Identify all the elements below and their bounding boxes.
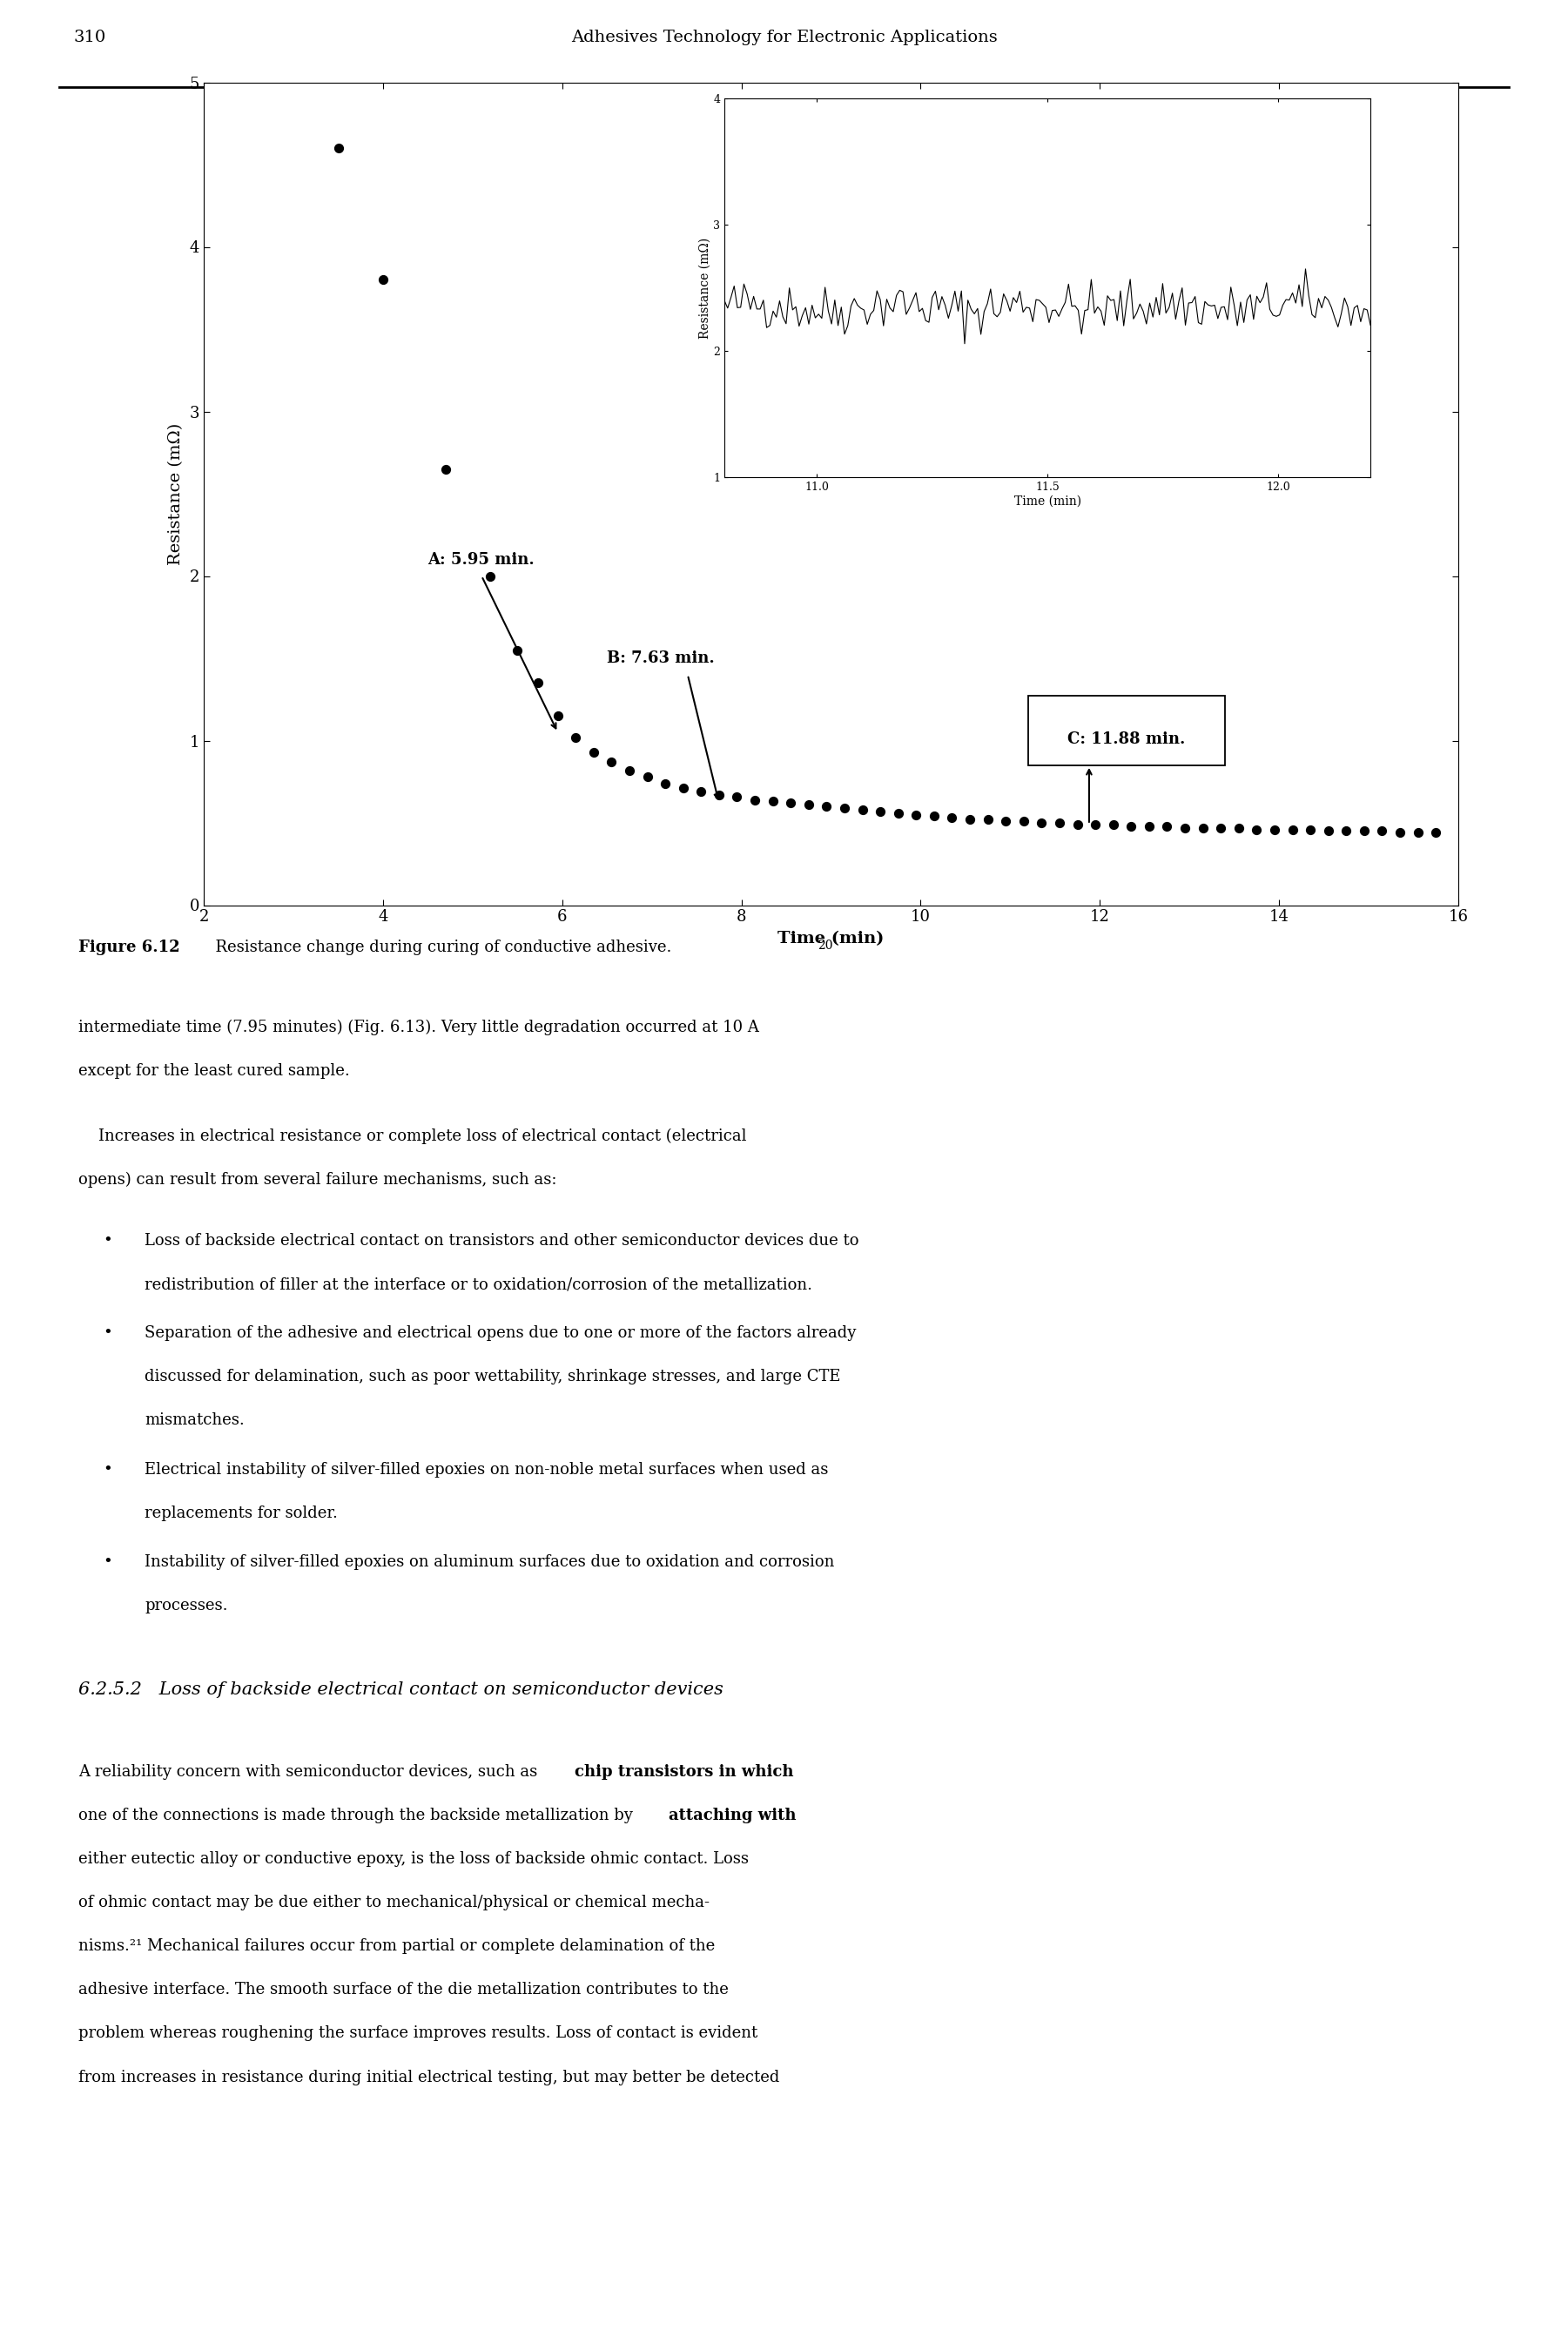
Point (616, 752, 641, 790)
Point (1424, 813, 1449, 851)
Point (1083, 806, 1109, 844)
Point (326, 129, 351, 167)
Point (1137, 806, 1162, 844)
Point (433, 451, 458, 489)
Text: opens) can result from several failure mechanisms, such as:: opens) can result from several failure m… (78, 1173, 557, 1187)
Text: C: 11.88 min.: C: 11.88 min. (1068, 731, 1185, 748)
Point (1118, 806, 1143, 844)
Point (760, 783, 786, 820)
Text: Figure 6.12: Figure 6.12 (78, 940, 180, 955)
X-axis label: Time (min): Time (min) (1014, 496, 1080, 508)
Point (1352, 813, 1377, 851)
Text: Instability of silver-filled epoxies on aluminum surfaces due to oxidation and c: Instability of silver-filled epoxies on … (144, 1554, 834, 1570)
Text: A reliability concern with semiconductor devices, such as: A reliability concern with semiconductor… (78, 1763, 543, 1780)
Point (1029, 804, 1054, 842)
Point (1334, 813, 1359, 851)
Point (850, 790, 875, 828)
Text: 310: 310 (74, 31, 107, 45)
Text: chip transistors in which: chip transistors in which (574, 1763, 793, 1780)
Text: adhesive interface. The smooth surface of the die metallization contributes to t: adhesive interface. The smooth surface o… (78, 1982, 729, 1998)
Text: Electrical instability of silver-filled epoxies on non-noble metal surfaces when: Electrical instability of silver-filled … (144, 1462, 828, 1476)
Point (1369, 813, 1394, 851)
Point (867, 792, 892, 830)
Point (1262, 811, 1287, 849)
Point (1316, 813, 1341, 851)
Y-axis label: Resistance (mΩ): Resistance (mΩ) (699, 237, 710, 339)
Text: processes.: processes. (144, 1599, 227, 1613)
Point (635, 757, 660, 795)
Point (975, 802, 1000, 839)
Point (833, 790, 858, 828)
Text: redistribution of filler at the interface or to oxidation/corrosion of the metal: redistribution of filler at the interfac… (144, 1277, 812, 1293)
Point (1388, 813, 1413, 851)
Point (707, 776, 732, 813)
Y-axis label: Resistance (mΩ): Resistance (mΩ) (168, 423, 183, 564)
Point (993, 802, 1018, 839)
Text: Increases in electrical resistance or complete loss of electrical contact (elect: Increases in electrical resistance or co… (78, 1128, 746, 1145)
Text: Loss of backside electrical contact on transistors and other semiconductor devic: Loss of backside electrical contact on t… (144, 1232, 859, 1248)
Text: nisms.²¹ Mechanical failures occur from partial or complete delamination of the: nisms.²¹ Mechanical failures occur from … (78, 1940, 715, 1954)
Point (742, 781, 767, 818)
Text: replacements for solder.: replacements for solder. (144, 1505, 337, 1521)
Point (1209, 809, 1234, 846)
Point (724, 778, 750, 816)
Point (582, 734, 607, 771)
Text: either eutectic alloy or conductive epoxy, is the loss of backside ohmic contact: either eutectic alloy or conductive epox… (78, 1850, 750, 1867)
Point (939, 799, 964, 837)
Point (1101, 806, 1126, 844)
Text: 20: 20 (818, 940, 833, 952)
Point (1065, 806, 1090, 844)
Text: Adhesives Technology for Electronic Applications: Adhesives Technology for Electronic Appl… (571, 31, 997, 45)
Text: •: • (103, 1462, 113, 1476)
Text: B: 7.63 min.: B: 7.63 min. (607, 651, 715, 668)
Point (370, 261, 395, 299)
Point (778, 785, 803, 823)
Point (1173, 809, 1198, 846)
Point (886, 795, 911, 832)
Point (1243, 811, 1269, 849)
Text: •: • (103, 1326, 113, 1340)
Text: problem whereas roughening the surface improves results. Loss of contact is evid: problem whereas roughening the surface i… (78, 2027, 757, 2041)
Point (671, 769, 696, 806)
Point (1298, 811, 1323, 849)
Point (1047, 804, 1073, 842)
Point (505, 630, 530, 668)
Point (688, 773, 713, 811)
X-axis label: Time (min): Time (min) (778, 931, 884, 947)
Text: •: • (103, 1554, 113, 1570)
Point (1279, 811, 1305, 849)
Point (1154, 806, 1179, 844)
Text: of ohmic contact may be due either to mechanical/physical or chemical mecha-: of ohmic contact may be due either to me… (78, 1895, 710, 1911)
Point (814, 788, 839, 825)
Point (652, 764, 677, 802)
Point (525, 663, 550, 701)
Point (1190, 809, 1215, 846)
Text: except for the least cured sample.: except for the least cured sample. (78, 1063, 350, 1079)
Point (903, 795, 928, 835)
Text: mismatches.: mismatches. (144, 1413, 245, 1429)
Point (478, 557, 503, 595)
Text: discussed for delamination, such as poor wettability, shrinkage stresses, and la: discussed for delamination, such as poor… (144, 1368, 840, 1385)
Text: 6.2.5.2   Loss of backside electrical contact on semiconductor devices: 6.2.5.2 Loss of backside electrical cont… (78, 1681, 723, 1697)
Text: Separation of the adhesive and electrical opens due to one or more of the factor: Separation of the adhesive and electrica… (144, 1326, 856, 1340)
Point (1011, 802, 1036, 839)
Point (922, 797, 947, 835)
Bar (1029, 696, 1225, 766)
Text: A: 5.95 min.: A: 5.95 min. (428, 552, 535, 569)
Point (1226, 809, 1251, 846)
Text: Resistance change during curing of conductive adhesive.: Resistance change during curing of condu… (205, 940, 671, 955)
Point (563, 719, 588, 757)
Text: one of the connections is made through the backside metallization by: one of the connections is made through t… (78, 1808, 638, 1824)
Text: intermediate time (7.95 minutes) (Fig. 6.13). Very little degradation occurred a: intermediate time (7.95 minutes) (Fig. 6… (78, 1020, 759, 1034)
Point (797, 785, 822, 823)
Point (958, 802, 983, 839)
Point (1405, 813, 1430, 851)
Point (599, 743, 624, 781)
Point (546, 698, 571, 736)
Text: •: • (103, 1232, 113, 1248)
Text: attaching with: attaching with (668, 1808, 797, 1824)
Text: from increases in resistance during initial electrical testing, but may better b: from increases in resistance during init… (78, 2069, 779, 2085)
